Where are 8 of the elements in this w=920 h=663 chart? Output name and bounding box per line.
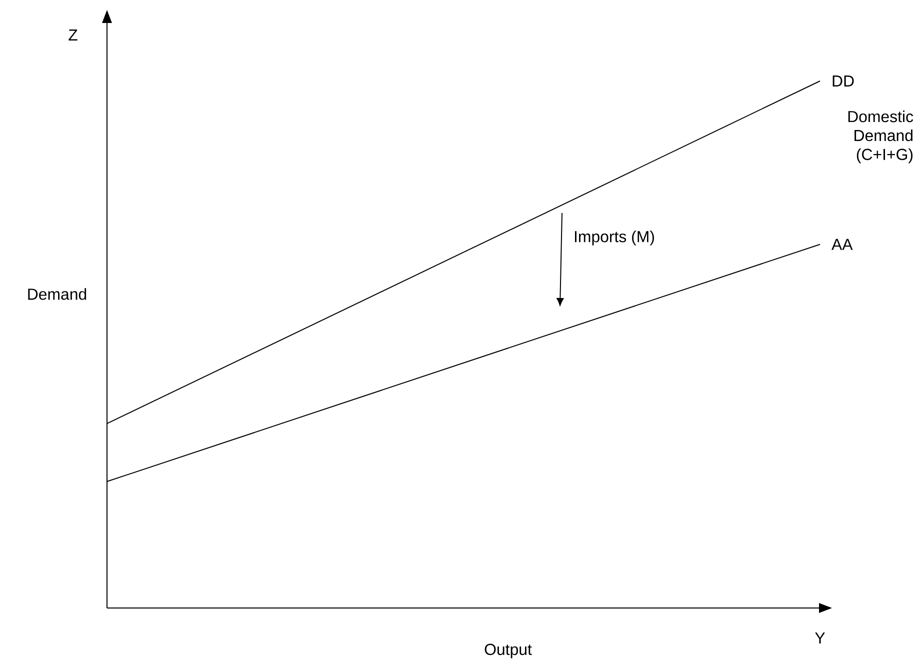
series-label: AA <box>832 238 853 250</box>
text: Y <box>815 632 825 644</box>
series-label: DD <box>832 76 854 86</box>
annotation: Domestic Demand (C+I+G) <box>848 110 914 164</box>
y-axis-title: Demand <box>28 288 86 300</box>
x-axis-title: Output <box>484 644 532 658</box>
annotation: Imports (M) <box>574 230 654 246</box>
text: Z <box>68 30 78 40</box>
